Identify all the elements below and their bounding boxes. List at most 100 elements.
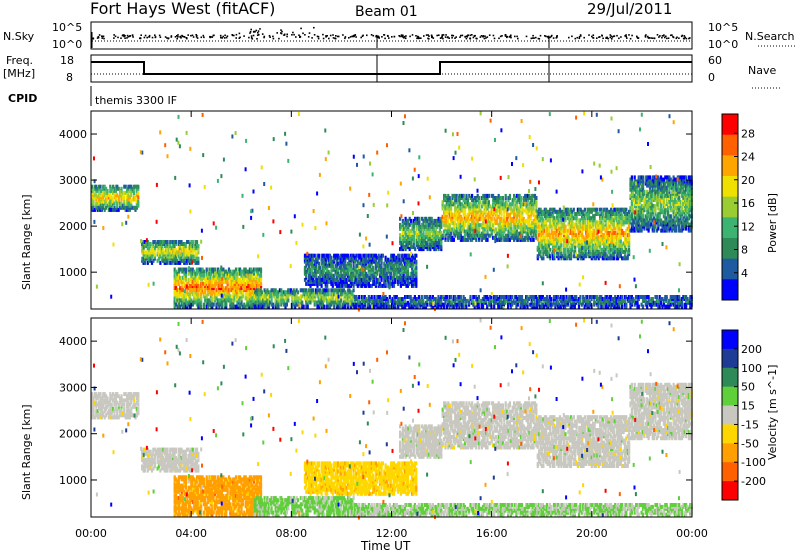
echo-cell — [278, 296, 281, 301]
echo-cell — [599, 224, 602, 229]
echo-cell — [458, 227, 461, 232]
echo-cell — [239, 277, 242, 282]
nsky-point — [391, 36, 393, 38]
echo-cell — [98, 186, 101, 191]
echo-cell — [582, 212, 585, 216]
echo-cell — [468, 212, 471, 217]
echo-cell — [455, 223, 458, 228]
echo-cell — [162, 254, 165, 259]
echo-cell — [528, 225, 531, 230]
echo-cell — [248, 302, 251, 307]
echo-cell — [208, 271, 211, 276]
echo-cell — [597, 249, 600, 254]
echo-cell — [611, 254, 614, 259]
echo-cell — [514, 200, 517, 205]
echo-cell — [496, 196, 499, 200]
echo-cell — [535, 235, 538, 240]
nsky-point — [556, 36, 558, 39]
echo-cell — [91, 199, 94, 204]
echo-cell — [575, 214, 578, 219]
echo-cell — [412, 228, 415, 233]
echo-cell — [590, 207, 593, 212]
echo-cell — [321, 277, 325, 282]
echo-cell — [404, 218, 407, 223]
echo-cell — [240, 300, 243, 305]
echo-cell — [137, 201, 140, 206]
echo-cell — [611, 209, 614, 214]
echo-cell — [574, 216, 577, 221]
echo-cell — [328, 253, 332, 258]
echo-cell — [500, 210, 503, 215]
echo-cell — [525, 231, 528, 236]
echo-cell — [601, 235, 604, 240]
echo-cell — [529, 202, 532, 207]
echo-cell — [485, 233, 488, 238]
echo-cell — [469, 202, 472, 207]
nsky-point — [666, 37, 668, 40]
echo-cell — [309, 267, 312, 272]
echo-cell — [455, 216, 458, 221]
echo-cell — [457, 221, 460, 226]
echo-cell — [612, 237, 615, 242]
echo-cell — [113, 186, 116, 191]
echo-cell — [135, 201, 138, 206]
echo-cell — [385, 257, 389, 262]
echo-cell — [409, 277, 412, 282]
echo-cell — [98, 205, 101, 210]
echo-cell — [113, 207, 116, 212]
nsky-point — [250, 35, 253, 37]
echo-cell — [547, 209, 550, 214]
echo-cell — [179, 304, 182, 309]
echo-cell — [126, 205, 129, 210]
nsky-point — [103, 37, 105, 40]
echo-cell — [535, 214, 538, 219]
echo-cell — [605, 214, 609, 219]
echo-cell — [391, 277, 394, 282]
echo-cell — [472, 231, 475, 236]
echo-cell — [590, 235, 593, 240]
echo-cell — [352, 294, 355, 299]
echo-cell — [422, 243, 425, 247]
echo-cell — [173, 246, 176, 251]
echo-cell — [267, 294, 270, 299]
echo-cell — [574, 235, 577, 240]
echo-cell — [464, 229, 467, 234]
echo-cell — [310, 271, 313, 276]
echo-cell — [585, 247, 588, 252]
nsky-point — [469, 34, 472, 37]
nsky-point — [675, 37, 678, 40]
echo-cell — [190, 256, 193, 261]
echo-cell — [305, 298, 308, 303]
echo-cell — [163, 260, 166, 265]
echo-cell — [592, 222, 595, 227]
echo-cell — [563, 222, 566, 227]
echo-cell — [603, 235, 606, 240]
echo-cell — [592, 228, 595, 233]
echo-cell — [163, 240, 166, 244]
echo-cell — [603, 249, 606, 254]
echo-cell — [459, 196, 462, 200]
echo-cell — [187, 256, 190, 261]
echo-cell — [177, 269, 180, 274]
echo-cell — [128, 195, 131, 200]
echo-cell — [263, 302, 266, 307]
echo-cell — [255, 267, 258, 272]
echo-cell — [113, 195, 116, 200]
echo-cell — [459, 237, 462, 242]
echo-cell — [359, 253, 362, 258]
echo-cell — [448, 225, 451, 230]
echo-cell — [404, 267, 407, 272]
echo-cell — [590, 247, 593, 252]
echo-cell — [587, 220, 591, 225]
echo-cell — [305, 304, 308, 309]
echo-cell — [529, 206, 532, 211]
echo-cell — [184, 292, 187, 297]
echo-cell — [437, 235, 440, 239]
echo-cell — [507, 204, 510, 209]
echo-cell — [233, 290, 236, 295]
echo-cell — [547, 245, 550, 250]
echo-cell — [597, 235, 600, 240]
echo-cell — [246, 282, 249, 286]
echo-cell — [532, 206, 535, 211]
echo-cell — [437, 218, 440, 223]
